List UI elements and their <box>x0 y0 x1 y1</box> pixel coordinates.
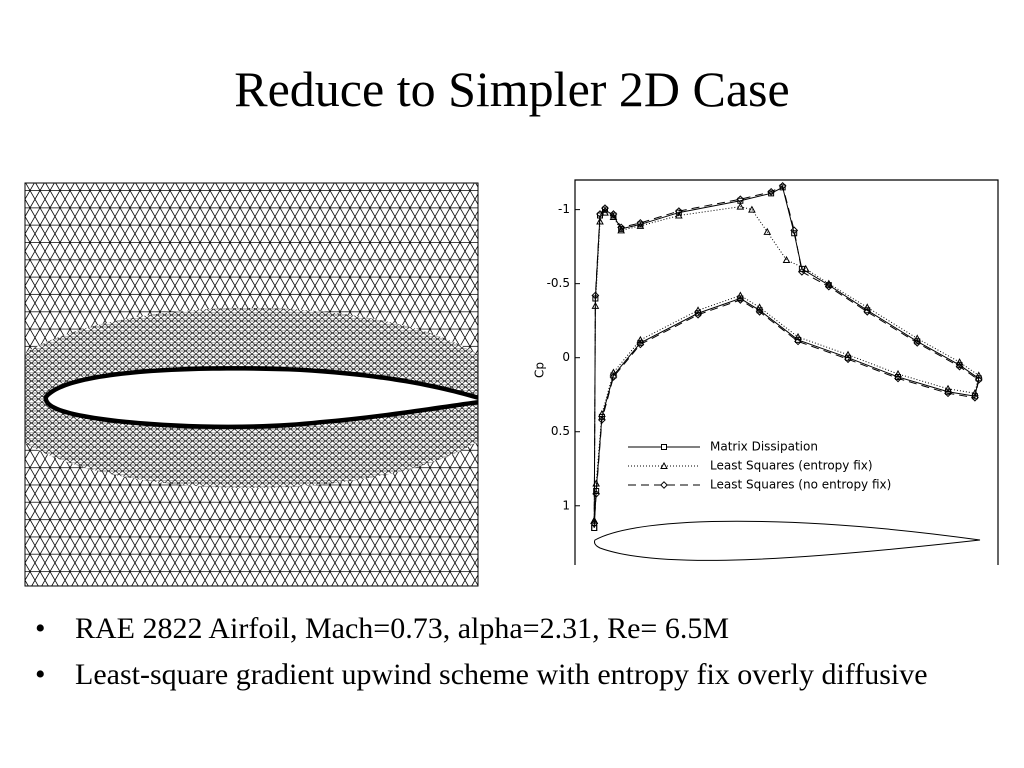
data-point <box>955 358 964 366</box>
data-point <box>794 337 802 346</box>
data-point <box>736 202 745 210</box>
data-point <box>748 205 756 213</box>
data-point <box>824 282 833 291</box>
data-point <box>596 217 604 225</box>
data-point <box>609 368 618 376</box>
legend-marker <box>661 444 667 450</box>
data-point <box>736 291 745 299</box>
data-point <box>913 334 922 342</box>
data-point <box>674 211 683 219</box>
data-point <box>636 340 645 349</box>
airfoil-outline <box>594 520 981 561</box>
data-point <box>768 190 775 197</box>
data-point <box>797 267 806 276</box>
data-point <box>971 393 979 402</box>
mesh <box>25 183 478 586</box>
slide-title: Reduce to Simpler 2D Case <box>234 61 790 117</box>
data-point <box>782 255 791 263</box>
data-point <box>737 197 744 204</box>
data-point <box>694 310 702 319</box>
legend-marker <box>660 461 668 469</box>
legend-marker <box>660 481 668 489</box>
data-point <box>790 226 799 235</box>
y-tick-label: 1 <box>562 498 570 512</box>
data-point <box>617 226 625 234</box>
data-point <box>636 219 645 227</box>
legend-label: Matrix Dissipation <box>710 440 818 454</box>
figure: Cp -1 -0.5 0 0.5 1 Matrix Dissipation Least Sq… <box>24 179 999 587</box>
data-point <box>590 519 599 528</box>
data-point <box>955 362 964 371</box>
data-point <box>609 210 618 218</box>
data-point <box>974 371 983 379</box>
data-point <box>694 306 702 314</box>
data-point <box>791 230 798 237</box>
data-point <box>617 223 626 232</box>
data-point <box>844 350 852 358</box>
data-point <box>944 389 952 398</box>
data-point <box>844 355 852 364</box>
data-point <box>763 227 772 235</box>
bullet: Least-square gradient upwind scheme with… <box>30 656 960 694</box>
data-point <box>609 373 618 381</box>
data-point <box>801 264 810 272</box>
data-point <box>778 182 787 190</box>
data-point <box>596 210 604 218</box>
data-point <box>974 375 983 384</box>
data-point <box>767 187 776 196</box>
data-point <box>736 195 745 204</box>
data-point <box>913 338 922 347</box>
data-point <box>601 208 609 216</box>
y-tick-label: 0 <box>562 350 570 364</box>
data-point <box>755 307 764 316</box>
data-point <box>636 221 645 229</box>
data-point <box>794 332 802 340</box>
data-point <box>779 184 786 191</box>
plot-frame <box>574 179 999 565</box>
data-point <box>736 296 745 304</box>
bullet-list: RAE 2822 Airfoil, Mach=0.73, alpha=2.31,… <box>30 610 960 702</box>
data-point <box>601 204 609 213</box>
data-point <box>674 207 683 216</box>
bullet: RAE 2822 Airfoil, Mach=0.73, alpha=2.31,… <box>30 610 960 648</box>
data-point <box>755 303 764 311</box>
data-point <box>863 307 872 316</box>
data-point <box>592 490 601 498</box>
data-point <box>636 335 645 343</box>
series-line <box>593 185 980 524</box>
y-tick-label: -1 <box>558 202 570 216</box>
mesh-frame <box>24 182 479 587</box>
y-tick-label: 0.5 <box>551 424 570 438</box>
y-tick-label: -0.5 <box>547 276 570 290</box>
legend-label: Least Squares (no entropy fix) <box>710 478 891 492</box>
data-point <box>894 374 902 383</box>
data-point <box>863 303 872 311</box>
data-point <box>894 369 902 377</box>
y-axis-label: Cp <box>533 362 547 378</box>
legend-label: Least Squares (entropy fix) <box>710 459 873 473</box>
series-line <box>593 206 980 521</box>
data-point <box>598 415 606 424</box>
data-point <box>944 384 952 392</box>
data-point <box>592 295 599 302</box>
data-point <box>591 291 600 300</box>
